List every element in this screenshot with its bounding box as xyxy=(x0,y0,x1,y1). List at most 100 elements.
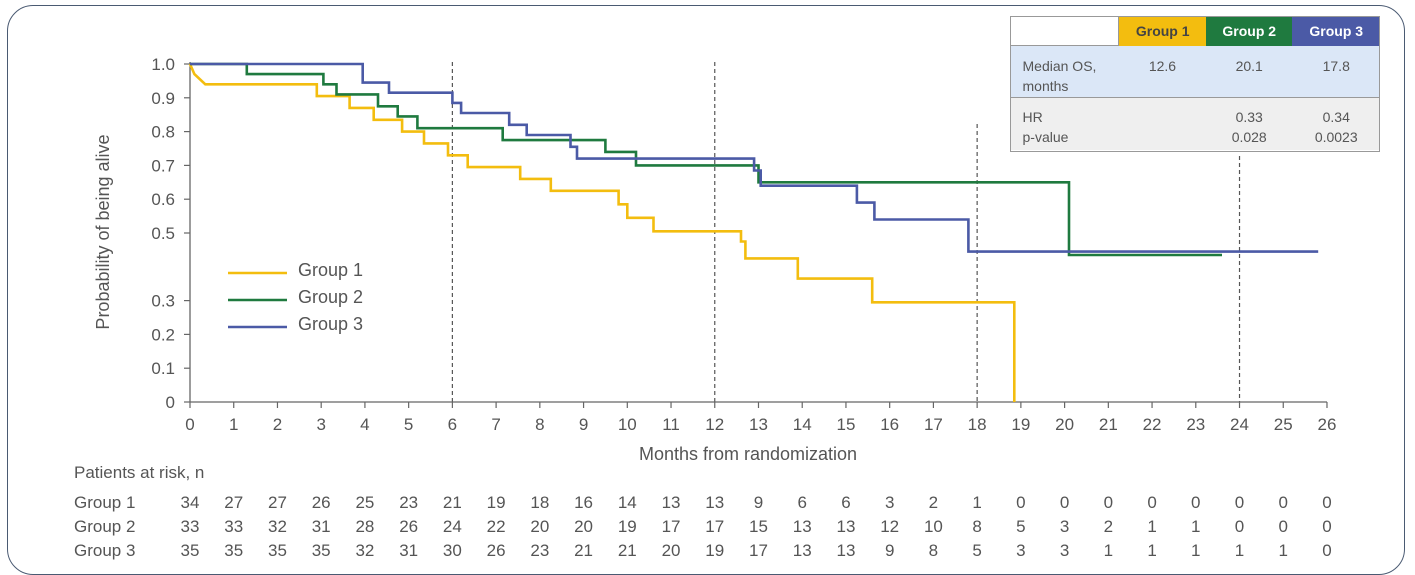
y-axis-title: Probability of being alive xyxy=(93,134,113,329)
risk-count: 0 xyxy=(1279,493,1288,512)
risk-count: 6 xyxy=(797,493,806,512)
summary-header-group-2: Group 2 xyxy=(1205,16,1293,46)
risk-count: 1 xyxy=(1147,517,1156,536)
risk-count: 23 xyxy=(530,541,549,560)
risk-count: 18 xyxy=(530,493,549,512)
y-tick-label: 0.8 xyxy=(151,123,175,142)
risk-count: 17 xyxy=(705,517,724,536)
summary-row-label: HR p-value xyxy=(1010,97,1119,150)
risk-count: 16 xyxy=(574,493,593,512)
risk-count: 21 xyxy=(574,541,593,560)
risk-count: 5 xyxy=(1016,517,1025,536)
risk-count: 21 xyxy=(443,493,462,512)
risk-count: 32 xyxy=(355,541,374,560)
series-line-group-1 xyxy=(188,63,1016,402)
x-tick-label: 9 xyxy=(579,415,588,434)
risk-count: 3 xyxy=(1060,517,1069,536)
risk-count: 19 xyxy=(487,493,506,512)
series-lines xyxy=(188,62,1319,402)
legend: Group 1 Group 2 Group 3 xyxy=(228,260,363,334)
y-tick-label: 0 xyxy=(166,393,175,412)
risk-count: 15 xyxy=(749,517,768,536)
y-tick-label: 0.9 xyxy=(151,89,175,108)
risk-count: 35 xyxy=(268,541,287,560)
risk-count: 0 xyxy=(1322,493,1331,512)
x-tick-label: 6 xyxy=(448,415,457,434)
risk-count: 20 xyxy=(530,517,549,536)
risk-table-title: Patients at risk, n xyxy=(74,463,204,482)
x-tick-label: 21 xyxy=(1099,415,1118,434)
risk-count: 33 xyxy=(224,517,243,536)
legend-label: Group 2 xyxy=(298,287,363,307)
risk-count: 0 xyxy=(1016,493,1025,512)
risk-count: 1 xyxy=(1235,541,1244,560)
x-axis-title: Months from randomization xyxy=(639,444,857,464)
risk-count: 2 xyxy=(1104,517,1113,536)
risk-count: 9 xyxy=(754,493,763,512)
summary-cell: 12.6 xyxy=(1118,45,1206,98)
risk-count: 26 xyxy=(399,517,418,536)
x-tick-label: 19 xyxy=(1011,415,1030,434)
x-tick-label: 12 xyxy=(705,415,724,434)
risk-count: 5 xyxy=(972,541,981,560)
summary-row-median: Median OS, months 12.6 20.1 17.8 xyxy=(1010,45,1380,98)
risk-count: 8 xyxy=(929,541,938,560)
summary-table: Group 1 Group 2 Group 3 Median OS, month… xyxy=(1009,16,1380,150)
summary-cell: 0.34 0.0023 xyxy=(1292,97,1380,150)
risk-count: 30 xyxy=(443,541,462,560)
x-tick-label: 2 xyxy=(273,415,282,434)
x-tick-label: 11 xyxy=(662,415,680,434)
risk-count: 24 xyxy=(443,517,462,536)
x-tick-label: 5 xyxy=(404,415,413,434)
risk-count: 27 xyxy=(224,493,243,512)
risk-count: 0 xyxy=(1235,517,1244,536)
risk-count: 13 xyxy=(793,541,812,560)
risk-count: 0 xyxy=(1060,493,1069,512)
risk-count: 19 xyxy=(618,517,637,536)
x-tick-label: 4 xyxy=(360,415,369,434)
x-tick-label: 26 xyxy=(1318,415,1337,434)
risk-count: 28 xyxy=(355,517,374,536)
risk-count: 6 xyxy=(841,493,850,512)
risk-count: 0 xyxy=(1147,493,1156,512)
risk-count: 35 xyxy=(181,541,200,560)
risk-count: 1 xyxy=(1191,517,1200,536)
y-tick-label: 1.0 xyxy=(151,55,175,74)
risk-count: 32 xyxy=(268,517,287,536)
risk-count: 25 xyxy=(355,493,374,512)
y-tick-label: 0.6 xyxy=(151,190,175,209)
risk-count: 20 xyxy=(574,517,593,536)
risk-count: 13 xyxy=(793,517,812,536)
x-tick-label: 16 xyxy=(880,415,899,434)
legend-label: Group 1 xyxy=(298,260,363,280)
y-tick-label: 0.7 xyxy=(151,156,175,175)
risk-count: 31 xyxy=(399,541,418,560)
series-line-group-2 xyxy=(190,62,1222,257)
summary-cell: 0.33 0.028 xyxy=(1205,97,1293,150)
risk-count: 23 xyxy=(399,493,418,512)
risk-count: 0 xyxy=(1322,517,1331,536)
risk-count: 3 xyxy=(1016,541,1025,560)
risk-count: 31 xyxy=(312,517,331,536)
risk-count: 34 xyxy=(181,493,200,512)
risk-count: 0 xyxy=(1104,493,1113,512)
risk-count: 27 xyxy=(268,493,287,512)
x-tick-label: 17 xyxy=(924,415,943,434)
x-tick-label: 25 xyxy=(1274,415,1293,434)
x-tick-label: 8 xyxy=(535,415,544,434)
risk-count: 8 xyxy=(972,517,981,536)
summary-header-group-3: Group 3 xyxy=(1292,16,1380,46)
x-tick-label: 3 xyxy=(316,415,325,434)
risk-count: 1 xyxy=(1147,541,1156,560)
x-tick-label: 14 xyxy=(793,415,812,434)
y-tick-label: 0.2 xyxy=(151,325,175,344)
series-line-group-3 xyxy=(190,62,1319,253)
x-tick-label: 22 xyxy=(1143,415,1162,434)
risk-count: 14 xyxy=(618,493,637,512)
y-tick-label: 0.3 xyxy=(151,292,175,311)
risk-count: 22 xyxy=(487,517,506,536)
risk-count: 0 xyxy=(1191,493,1200,512)
risk-count: 13 xyxy=(836,517,855,536)
risk-count: 13 xyxy=(662,493,681,512)
